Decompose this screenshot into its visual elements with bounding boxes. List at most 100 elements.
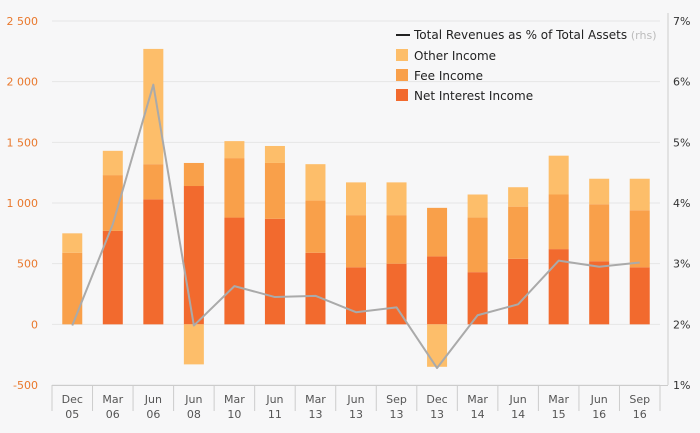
x-tick-label-year: 06 <box>106 408 120 421</box>
x-tick-label-year: 13 <box>430 408 444 421</box>
bar-segment <box>548 155 569 195</box>
bar-segment <box>427 324 448 367</box>
bar-segment <box>183 186 204 325</box>
y-right-tick-label: 5% <box>673 136 690 149</box>
x-tick-label-year: 10 <box>227 408 241 421</box>
x-tick-label-month: Jun <box>144 393 162 406</box>
bar-segment <box>102 175 123 231</box>
x-tick-label-year: 13 <box>308 408 322 421</box>
legend: Total Revenues as % of Total Assets (rhs… <box>396 28 657 103</box>
bars <box>62 48 650 367</box>
ratio-line-path <box>71 83 640 370</box>
bar-segment <box>305 164 326 201</box>
bar-segment <box>224 158 245 218</box>
bar-segment <box>508 187 529 207</box>
bar-segment <box>102 150 123 176</box>
x-tick-label-month: Mar <box>305 393 326 406</box>
bar-segment <box>62 252 83 325</box>
bar-segment <box>62 233 83 253</box>
y-right-tick-label: 2% <box>673 318 690 331</box>
x-tick-label-year: 15 <box>552 408 566 421</box>
x-tick-label-month: Mar <box>224 393 245 406</box>
bar-segment <box>427 256 448 325</box>
axes: -500 0 500 1 000 1 500 2 000 2 500 1% 2% 3% 4% 5% 6%… <box>7 13 690 421</box>
x-tick-label-month: Jun <box>346 393 364 406</box>
x-tick-label-year: 16 <box>633 408 647 421</box>
y-right-tick-label: 1% <box>673 379 690 392</box>
y-left-tick-label: 2 500 <box>7 15 39 28</box>
y-left-tick-label: 1 000 <box>7 197 39 210</box>
y-left-tick-label: 500 <box>17 258 38 271</box>
bar-segment <box>346 215 366 268</box>
bar-segment <box>589 204 610 262</box>
ratio-line <box>71 83 640 370</box>
bar-segment <box>589 261 610 325</box>
legend-swatch <box>396 69 408 81</box>
x-tick-label-year: 06 <box>146 408 160 421</box>
x-tick-label-month: Mar <box>467 393 488 406</box>
bar-segment <box>548 249 569 325</box>
y-left-tick-label: 1 500 <box>7 136 39 149</box>
x-tick-label-month: Jun <box>509 393 527 406</box>
legend-swatch <box>396 89 408 101</box>
bar-segment <box>589 178 610 205</box>
x-tick-label-year: 08 <box>187 408 201 421</box>
bar-segment <box>386 215 407 264</box>
bar-segment <box>467 272 488 325</box>
bar-segment <box>224 141 245 159</box>
bar-segment <box>427 207 448 257</box>
x-tick-label-year: 11 <box>268 408 282 421</box>
bar-segment <box>386 263 407 325</box>
bar-segment <box>508 258 529 325</box>
legend-swatch <box>396 49 408 61</box>
bar-segment <box>264 218 285 325</box>
x-tick-label-month: Sep <box>629 393 650 406</box>
x-tick-label-month: Mar <box>548 393 569 406</box>
x-tick-label-year: 14 <box>511 408 525 421</box>
bar-segment <box>386 182 407 216</box>
x-tick-label-month: Sep <box>386 393 407 406</box>
x-tick-label-month: Jun <box>590 393 608 406</box>
bar-segment <box>224 217 245 325</box>
y-left-tick-label: -500 <box>13 379 38 392</box>
y-right-tick-label: 3% <box>673 258 690 271</box>
bar-segment <box>305 200 326 253</box>
bar-segment <box>629 178 650 211</box>
x-tick-label-month: Mar <box>102 393 123 406</box>
x-tick-label-year: 16 <box>592 408 606 421</box>
legend-label: Net Interest Income <box>414 89 533 103</box>
bar-segment <box>143 48 164 165</box>
bar-segment <box>264 162 285 219</box>
x-tick-label-year: 13 <box>349 408 363 421</box>
x-tick-label-month: Jun <box>265 393 283 406</box>
x-tick-label-year: 05 <box>65 408 79 421</box>
x-tick-label-month: Dec <box>62 393 83 406</box>
legend-label: Fee Income <box>414 69 483 83</box>
bar-segment <box>629 210 650 268</box>
bar-segment <box>346 267 366 325</box>
bar-segment <box>264 145 285 163</box>
bar-segment <box>183 162 204 187</box>
y-right-tick-label: 6% <box>673 76 690 89</box>
y-left-tick-label: 0 <box>31 318 38 331</box>
bar-segment <box>548 194 569 250</box>
x-tick-label-year: 14 <box>471 408 485 421</box>
x-tick-label-year: 13 <box>390 408 404 421</box>
legend-label-ratio: Total Revenues as % of Total Assets (rhs… <box>413 28 657 42</box>
bar-segment <box>143 199 164 325</box>
y-left-tick-label: 2 000 <box>7 76 39 89</box>
bar-segment <box>467 217 488 273</box>
bar-segment <box>102 230 123 325</box>
x-tick-label-month: Jun <box>184 393 202 406</box>
x-tick-label-month: Dec <box>426 393 447 406</box>
y-right-tick-label: 4% <box>673 197 690 210</box>
bar-segment <box>467 194 488 218</box>
bar-segment <box>305 252 326 325</box>
bar-segment <box>629 267 650 325</box>
bar-segment <box>346 182 366 216</box>
bar-segment <box>508 206 529 259</box>
bar-segment <box>143 164 164 200</box>
bar-segment <box>183 324 204 365</box>
legend-label: Other Income <box>414 49 496 63</box>
